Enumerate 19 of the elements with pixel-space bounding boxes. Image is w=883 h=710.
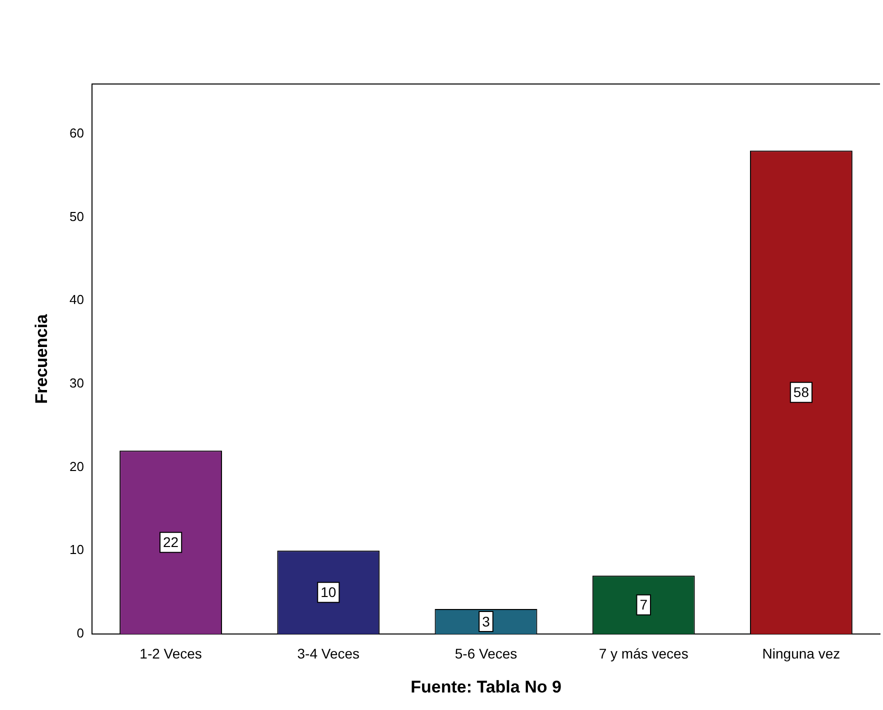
data-label: 22 [163, 534, 179, 550]
y-tick-label: 0 [76, 626, 84, 641]
x-tick-label: 1-2 Veces [140, 645, 202, 662]
data-label: 10 [320, 584, 336, 600]
data-label: 7 [640, 596, 648, 613]
x-tick-label: 7 y más veces [598, 645, 688, 662]
data-label: 58 [793, 384, 810, 400]
y-tick-label: 20 [70, 458, 84, 474]
y-tick-label: 10 [70, 542, 84, 558]
y-tick-label: 50 [70, 208, 84, 224]
x-axis-title: Fuente: Tabla No 9 [410, 677, 562, 696]
x-tick-label: 5-6 Veces [454, 645, 518, 662]
y-tick-label: 60 [70, 126, 84, 141]
y-axis-title: Frecuencia [32, 314, 51, 404]
y-tick-label: 40 [70, 292, 84, 308]
data-label: 3 [482, 613, 490, 630]
x-tick-label: Ninguna vez [762, 645, 840, 662]
y-tick-label: 30 [70, 376, 84, 391]
x-tick-label: 3-4 Veces [297, 645, 360, 662]
